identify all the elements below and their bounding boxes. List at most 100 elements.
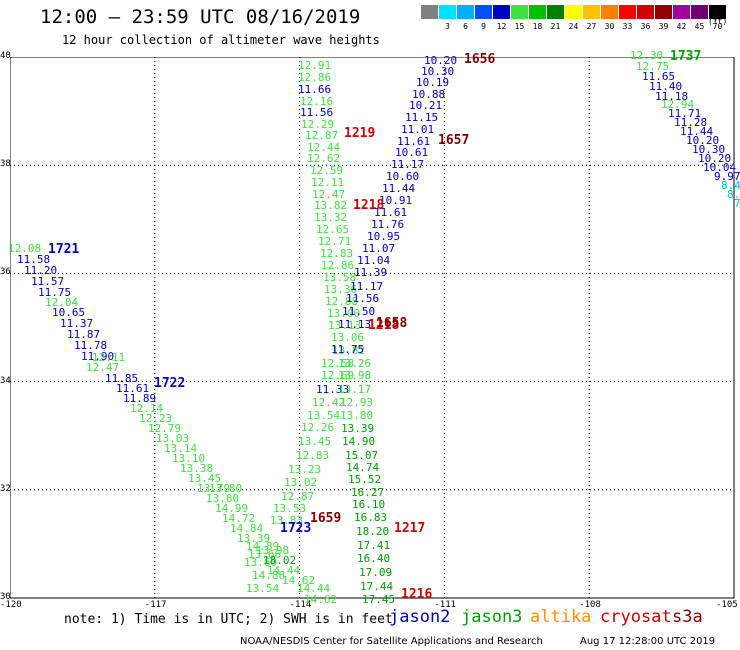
wave-height-value: 11.56 <box>346 292 380 305</box>
wave-height-value: 13.02 <box>284 476 318 489</box>
wave-height-value: 18.02 <box>263 554 297 567</box>
satellite-cryosat: cryosat <box>600 607 672 627</box>
pass-time-label: 1721 <box>48 242 80 257</box>
wave-height-value: 13.80 <box>206 492 240 505</box>
legend-label: 18 <box>532 22 543 31</box>
legend-swatch <box>637 5 654 19</box>
wave-height-value: 10.60 <box>386 170 420 183</box>
legend-swatch <box>457 5 474 19</box>
lat-tick-label: 38 <box>0 159 11 170</box>
wave-height-value: 8.15 <box>727 188 740 201</box>
wave-height-value: 14.86 <box>252 569 286 582</box>
pass-time-label: 1218 <box>368 318 400 333</box>
wave-height-value: 14.89 <box>246 540 280 553</box>
legend-swatch <box>655 5 672 19</box>
wave-height-value: 16.10 <box>352 498 386 511</box>
wave-height-value: 11.56 <box>300 106 334 119</box>
wave-height-value: 11.15 <box>405 111 439 124</box>
wave-height-value: 11.33 <box>316 383 350 396</box>
wave-height-value: 11.90 <box>81 350 115 363</box>
satellite-jason3: jason3 <box>461 607 523 627</box>
pass-time-label: 1658 <box>376 316 408 331</box>
wave-height-value: 13.53 <box>273 502 307 515</box>
wave-height-value: 16.40 <box>357 552 391 565</box>
wave-height-value: 12.44 <box>307 141 341 154</box>
legend-swatch <box>529 5 546 19</box>
legend-swatch <box>493 5 510 19</box>
wave-height-value: 11.13 <box>338 318 372 331</box>
credit-line: NOAA/NESDIS Center for Satellite Applica… <box>240 636 543 647</box>
wave-height-value: 11.50 <box>342 305 376 318</box>
lat-tick-label: 30 <box>0 592 11 602</box>
wave-height-value: 11.75 <box>331 343 365 356</box>
wave-height-value: 11.01 <box>401 123 435 136</box>
wave-height-value: 11.61 <box>374 206 408 219</box>
wave-height-value: 12.47 <box>312 188 346 201</box>
legend-label: 42 <box>676 22 687 31</box>
wave-height-value: 13.79 <box>197 482 231 495</box>
pass-time-label: 1657 <box>438 133 470 148</box>
grid-lines <box>10 57 735 599</box>
wave-height-value: 10.91 <box>379 194 413 207</box>
legend-label: 39 <box>658 22 669 31</box>
legend-swatch <box>565 5 582 19</box>
wave-height-value: 11.44 <box>382 182 416 195</box>
legend-swatch <box>691 5 708 19</box>
wave-height-value: 12.86 <box>321 259 355 272</box>
wave-height-value: 10.19 <box>416 76 450 89</box>
wave-height-value: 12.42 <box>312 396 346 409</box>
lat-tick-label: 36 <box>0 267 11 278</box>
pass-time-label: 1216 <box>401 587 433 602</box>
lat-tick-label: 34 <box>0 375 11 386</box>
wave-height-value: 14.72 <box>222 512 256 525</box>
wave-height-value: 11.40 <box>649 80 683 93</box>
wave-height-value: 11.87 <box>67 328 101 341</box>
wave-height-value: 12.11 <box>311 176 345 189</box>
lat-tick-label: 40 <box>0 51 11 61</box>
lon-tick-label: -114 <box>289 600 312 610</box>
wave-height-value: 7 <box>734 197 740 210</box>
generated-timestamp: Aug 17 12:28:00 UTC 2019 <box>580 636 716 647</box>
wave-height-value: 12.87 <box>281 490 315 503</box>
wave-height-value: 17.45 <box>362 593 396 606</box>
wave-height-value: 11.39 <box>354 266 388 279</box>
wave-height-value: 13.36 <box>324 283 358 296</box>
legend-label: 30 <box>604 22 615 31</box>
wave-height-value: 11.28 <box>674 116 708 129</box>
legend-label: 36 <box>640 22 651 31</box>
wave-height-value: 16.83 <box>354 511 388 524</box>
wave-height-value: 11.71 <box>668 107 702 120</box>
wave-height-map <box>10 57 735 599</box>
wave-height-value: 14.62 <box>304 593 338 606</box>
wave-height-value: 11.65 <box>642 70 676 83</box>
wave-height-value: 11.18 <box>655 90 689 103</box>
wave-height-value: 11.04 <box>357 254 391 267</box>
wave-height-value: 13.13 <box>328 319 362 332</box>
wave-height-value: 12.69 <box>321 369 355 382</box>
lon-tick-label: -111 <box>434 600 457 610</box>
wave-height-value: 11.78 <box>74 339 108 352</box>
legend-swatch <box>511 5 528 19</box>
wave-height-value: 12.94 <box>661 98 695 111</box>
wave-height-value: 12.62 <box>307 152 341 165</box>
wave-height-value: 13.80 <box>209 482 243 495</box>
wave-height-value: 12.91 <box>298 59 332 72</box>
wave-height-value: 11.89 <box>123 392 157 405</box>
wave-height-value: 13.14 <box>164 442 198 455</box>
legend-swatch <box>583 5 600 19</box>
lon-tick-label: -120 <box>0 600 22 610</box>
wave-height-value: 12.83 <box>320 247 354 260</box>
legend-swatch <box>673 5 690 19</box>
satellite-s3a: s3a <box>672 607 703 627</box>
wave-height-value: 12.93 <box>340 396 374 409</box>
wave-height-value: 12.30 <box>630 49 664 62</box>
wave-height-value: 13.60 <box>244 556 278 569</box>
wave-height-value: 12.86 <box>298 71 332 84</box>
legend-swatch <box>709 5 726 19</box>
legend-label: 70 <box>712 22 723 31</box>
wave-height-value: 10.65 <box>52 306 86 319</box>
wave-height-value: 15.07 <box>345 449 379 462</box>
wave-height-value: 13.58 <box>323 271 357 284</box>
wave-height-value: 14.74 <box>346 461 380 474</box>
wave-height-value: 13.38 <box>180 462 214 475</box>
